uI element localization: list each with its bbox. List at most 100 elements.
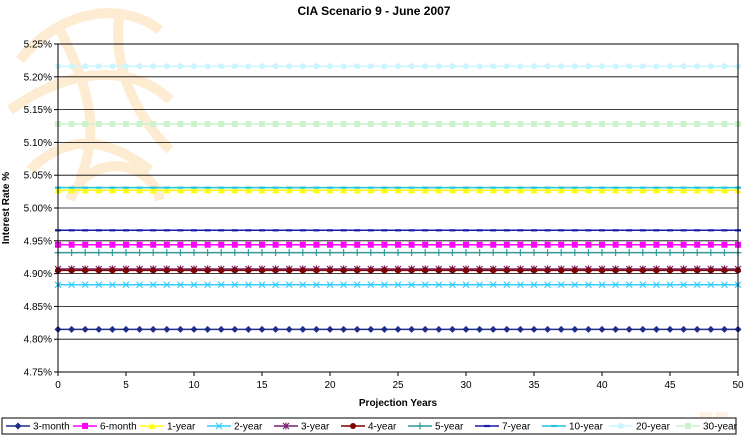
data-point (286, 267, 293, 274)
data-point (639, 281, 647, 289)
data-point (612, 267, 619, 274)
data-point (476, 281, 484, 289)
data-point (652, 325, 660, 333)
legend-box (1, 417, 737, 435)
data-point (82, 267, 89, 274)
legend-label: 1-year (167, 422, 196, 433)
data-point (408, 249, 416, 257)
data-point (694, 63, 701, 70)
data-point (259, 241, 265, 248)
data-point (490, 241, 497, 248)
data-point (599, 63, 605, 70)
data-point (108, 186, 116, 194)
data-point (571, 281, 579, 289)
legend-label: 2-year (234, 422, 263, 433)
data-point (258, 186, 266, 194)
data-point (354, 267, 361, 274)
data-point (531, 267, 537, 274)
data-point (395, 121, 401, 128)
data-point (367, 325, 375, 333)
data-point (476, 63, 483, 70)
data-point (340, 186, 348, 194)
data-point (190, 186, 198, 194)
y-tick-label: 4.80% (24, 335, 52, 346)
data-point (259, 63, 265, 70)
data-point (395, 63, 401, 70)
data-point (108, 249, 116, 257)
data-point (557, 281, 565, 289)
data-point (544, 267, 551, 274)
data-point (612, 325, 620, 333)
data-point (122, 249, 130, 257)
x-tick-label: 35 (528, 380, 540, 391)
data-point (694, 121, 701, 128)
data-point (231, 186, 239, 194)
data-point (217, 281, 225, 289)
data-point (667, 63, 673, 70)
data-point (598, 186, 606, 194)
data-point (599, 121, 605, 128)
data-point (95, 249, 103, 257)
data-point (95, 121, 102, 128)
data-point (108, 281, 116, 289)
legend-label: 20-year (636, 422, 671, 433)
x-tick-label: 5 (123, 380, 129, 391)
data-point (354, 63, 361, 70)
data-point (503, 241, 510, 248)
legend-item-7-year: 7-year (475, 422, 531, 433)
data-point (327, 267, 333, 274)
data-point (503, 121, 510, 128)
data-point (530, 281, 538, 289)
data-point (476, 249, 484, 257)
data-point (680, 325, 688, 333)
grid-lines (54, 43, 739, 376)
data-point (489, 325, 497, 333)
legend-item-6-month: 6-month (73, 422, 137, 433)
data-point (340, 249, 348, 257)
data-point (81, 281, 89, 289)
data-point (653, 63, 660, 70)
data-point (639, 325, 647, 333)
data-point (639, 241, 646, 248)
data-point (435, 241, 442, 248)
data-point (381, 241, 388, 248)
data-point (367, 281, 375, 289)
data-point (571, 249, 579, 257)
legend-swatch-marker (215, 422, 223, 430)
data-point (408, 325, 416, 333)
data-point (625, 249, 633, 257)
data-point (231, 121, 238, 128)
data-point (353, 249, 361, 257)
data-point (422, 121, 429, 128)
data-point (394, 325, 402, 333)
data-point (109, 63, 116, 70)
data-point (245, 267, 252, 274)
data-point (639, 121, 646, 128)
legend-label: 10-year (569, 422, 604, 433)
data-point (299, 63, 306, 70)
data-point (82, 121, 89, 128)
legend-item-5-year: 5-year (408, 422, 464, 433)
data-point (408, 121, 415, 128)
legend-swatch-marker (282, 422, 290, 430)
data-point (150, 267, 157, 274)
data-point (557, 249, 565, 257)
data-point (108, 325, 116, 333)
data-point (177, 121, 184, 128)
data-point (544, 63, 551, 70)
data-point (204, 281, 212, 289)
data-point (639, 186, 647, 194)
data-point (136, 325, 144, 333)
data-point (244, 281, 252, 289)
data-point (176, 325, 184, 333)
data-point (299, 249, 307, 257)
data-point (109, 121, 116, 128)
x-tick-label: 40 (596, 380, 608, 391)
data-point (327, 121, 333, 128)
data-point (136, 281, 144, 289)
data-point (231, 249, 239, 257)
data-point (530, 186, 538, 194)
data-point (149, 281, 157, 289)
data-point (435, 249, 443, 257)
data-point (95, 281, 103, 289)
